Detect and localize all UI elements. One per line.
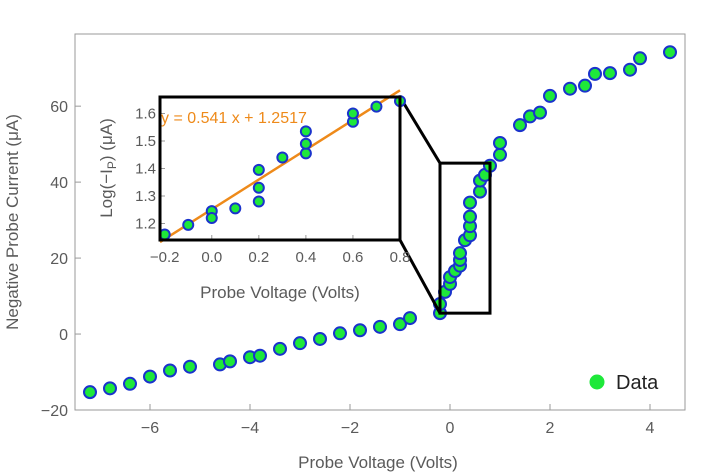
inset-y-axis-label: Log(−IP) (μA) <box>97 118 119 218</box>
main-data-point <box>253 348 267 363</box>
main-data-point <box>533 105 547 120</box>
inset-data-point <box>252 195 265 208</box>
legend-label: Data <box>616 372 659 394</box>
main-data-point <box>103 381 117 396</box>
main-x-tick-label: −6 <box>141 420 159 437</box>
main-data-point <box>513 118 527 133</box>
main-data-point <box>273 341 287 356</box>
main-x-tick-label: −2 <box>341 420 359 437</box>
main-data-point <box>353 323 367 338</box>
main-data-point <box>493 136 507 151</box>
inset-y-tick-label: 1.5 <box>135 133 156 150</box>
main-data-point <box>373 319 387 334</box>
inset-data-point <box>299 147 312 160</box>
inset-x-tick-label: 0.8 <box>390 249 411 266</box>
inset-y-label-unit: ) (μA) <box>97 118 116 161</box>
inset-y-label-main: Log(−I <box>97 169 116 218</box>
zoom-region-box <box>438 161 492 315</box>
fit-equation-label: y = 0.541 x + 1.2517 <box>161 110 307 127</box>
main-data-point <box>603 66 617 81</box>
main-data-point <box>83 385 97 400</box>
inset-y-label-sub: P <box>105 161 119 169</box>
inset-data-point <box>299 137 312 150</box>
inset-data-point <box>252 181 265 194</box>
main-data-point <box>623 62 637 77</box>
inset-x-tick-label: 0.4 <box>295 249 316 266</box>
main-plot-frame <box>74 33 686 411</box>
legend-marker <box>589 374 605 390</box>
main-x-tick-label: 4 <box>646 420 655 437</box>
inset-data-point <box>370 100 383 113</box>
inset-data-point <box>229 202 242 215</box>
main-data-point <box>588 66 602 81</box>
main-data-point <box>493 147 507 162</box>
inset-data-point <box>252 163 265 176</box>
zoom-connector-top <box>398 96 442 164</box>
main-data-point <box>293 336 307 351</box>
fit-line <box>159 89 401 244</box>
main-y-tick-label: 60 <box>50 99 68 116</box>
inset-x-tick-label: 0.2 <box>248 249 269 266</box>
inset-y-tick-label: 1.3 <box>135 188 156 205</box>
main-x-axis-label: Probe Voltage (Volts) <box>298 453 458 472</box>
main-y-tick-label: 20 <box>50 251 68 268</box>
main-data-point <box>453 246 467 261</box>
inset-x-tick-label: −0.2 <box>150 249 180 266</box>
main-x-tick-label: 0 <box>446 420 455 437</box>
inset-data-point <box>346 107 359 120</box>
inset-x-axis-label: Probe Voltage (Volts) <box>200 283 360 302</box>
main-data-point <box>543 88 557 103</box>
main-x-tick-label: 2 <box>546 420 555 437</box>
main-x-tick-label: −4 <box>241 420 259 437</box>
main-data-point <box>563 81 577 96</box>
main-data-point <box>333 326 347 341</box>
inset-data-point <box>299 125 312 138</box>
main-data-point <box>223 354 237 369</box>
zoom-connector-bottom <box>398 239 442 314</box>
main-data-point <box>163 363 177 378</box>
main-y-axis-label: Negative Probe Current (μA) <box>3 114 22 330</box>
main-data-point <box>578 78 592 93</box>
main-data-point <box>183 359 197 374</box>
inset-frame <box>158 95 402 242</box>
inset-y-tick-label: 1.6 <box>135 106 156 123</box>
main-data-points <box>83 45 677 400</box>
main-data-point <box>393 317 407 332</box>
inset-data-point <box>182 218 195 231</box>
main-y-tick-label: 0 <box>59 327 68 344</box>
inset-y-tick-label: 1.2 <box>135 216 156 233</box>
main-data-point <box>463 209 477 224</box>
main-data-point <box>313 331 327 346</box>
inset-data-point <box>205 212 218 224</box>
main-data-point <box>403 311 417 326</box>
inset-x-tick-label: 0.0 <box>201 249 222 266</box>
inset-x-tick-label: 0.6 <box>343 249 364 266</box>
main-data-point <box>633 51 647 66</box>
main-y-tick-label: 40 <box>50 175 68 192</box>
inset-data-point <box>276 151 289 164</box>
main-y-tick-label: −20 <box>41 403 68 420</box>
main-data-point <box>463 195 477 210</box>
main-data-point <box>663 45 677 60</box>
main-data-point <box>123 376 137 391</box>
inset-y-tick-label: 1.4 <box>135 161 156 178</box>
main-data-point <box>143 369 157 384</box>
